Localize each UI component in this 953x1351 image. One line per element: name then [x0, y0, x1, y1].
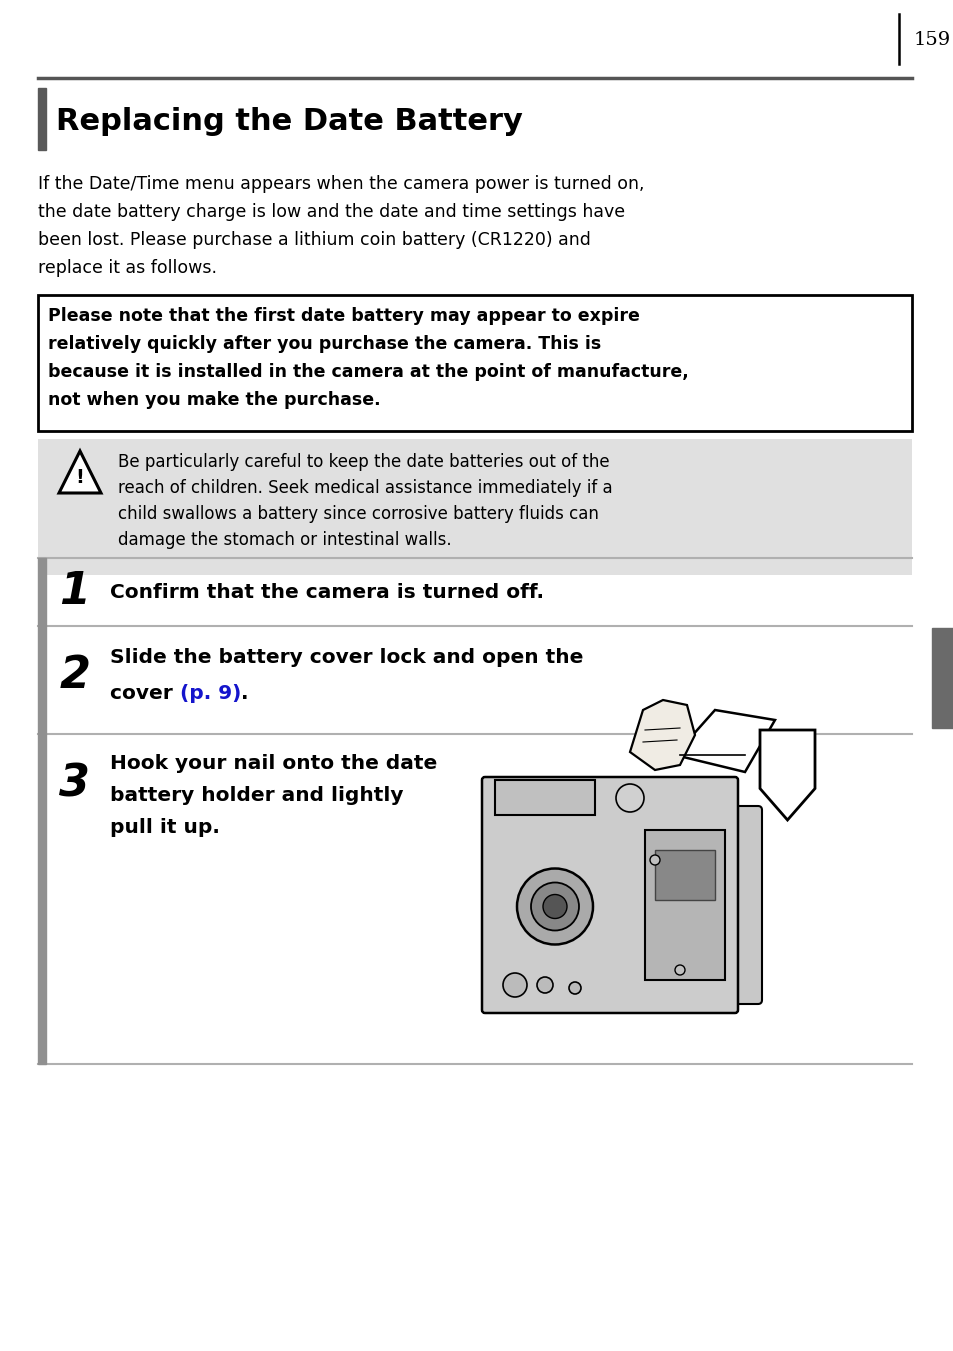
Circle shape [616, 784, 643, 812]
FancyBboxPatch shape [481, 777, 738, 1013]
Text: Please note that the first date battery may appear to expire: Please note that the first date battery … [48, 307, 639, 326]
Text: Appendix: Appendix [937, 651, 947, 704]
Text: not when you make the purchase.: not when you make the purchase. [48, 390, 380, 409]
Bar [644, 830, 724, 979]
Bar [38, 734, 46, 1065]
Text: Be particularly careful to keep the date batteries out of the: Be particularly careful to keep the date… [118, 453, 609, 471]
Text: (p. 9): (p. 9) [179, 684, 241, 703]
Text: because it is installed in the camera at the point of manufacture,: because it is installed in the camera at… [48, 363, 688, 381]
Circle shape [568, 982, 580, 994]
Bar [655, 850, 714, 900]
Bar [38, 626, 46, 734]
Text: battery holder and lightly: battery holder and lightly [110, 786, 403, 805]
Bar [38, 295, 911, 431]
Text: 2: 2 [59, 654, 91, 697]
Text: If the Date/Time menu appears when the camera power is turned on,: If the Date/Time menu appears when the c… [38, 176, 644, 193]
Circle shape [675, 965, 684, 975]
Text: damage the stomach or intestinal walls.: damage the stomach or intestinal walls. [118, 531, 451, 549]
Text: cover: cover [110, 684, 179, 703]
Circle shape [542, 894, 566, 919]
Text: Replacing the Date Battery: Replacing the Date Battery [56, 108, 522, 136]
Text: replace it as follows.: replace it as follows. [38, 259, 216, 277]
Text: relatively quickly after you purchase the camera. This is: relatively quickly after you purchase th… [48, 335, 600, 353]
Bar [38, 558, 46, 626]
Polygon shape [675, 711, 774, 771]
Text: 1: 1 [59, 570, 91, 613]
Text: 3: 3 [59, 762, 91, 805]
Text: !: ! [75, 467, 85, 486]
Text: Slide the battery cover lock and open the: Slide the battery cover lock and open th… [110, 648, 583, 667]
Polygon shape [59, 451, 101, 493]
Bar [931, 628, 953, 728]
Text: Hook your nail onto the date: Hook your nail onto the date [110, 754, 436, 773]
FancyBboxPatch shape [725, 807, 761, 1004]
Bar [38, 439, 911, 576]
Circle shape [649, 855, 659, 865]
Circle shape [502, 973, 526, 997]
Text: pull it up.: pull it up. [110, 817, 219, 838]
Text: .: . [241, 684, 249, 703]
Polygon shape [760, 730, 814, 820]
Polygon shape [629, 700, 695, 770]
Text: 159: 159 [912, 31, 949, 49]
Bar [495, 780, 595, 815]
Bar [38, 88, 46, 150]
Circle shape [537, 977, 553, 993]
Text: child swallows a battery since corrosive battery fluids can: child swallows a battery since corrosive… [118, 505, 598, 523]
Text: the date battery charge is low and the date and time settings have: the date battery charge is low and the d… [38, 203, 624, 222]
Circle shape [517, 869, 593, 944]
Text: reach of children. Seek medical assistance immediately if a: reach of children. Seek medical assistan… [118, 480, 612, 497]
Text: Confirm that the camera is turned off.: Confirm that the camera is turned off. [110, 582, 543, 601]
Text: been lost. Please purchase a lithium coin battery (CR1220) and: been lost. Please purchase a lithium coi… [38, 231, 590, 249]
Circle shape [531, 882, 578, 931]
